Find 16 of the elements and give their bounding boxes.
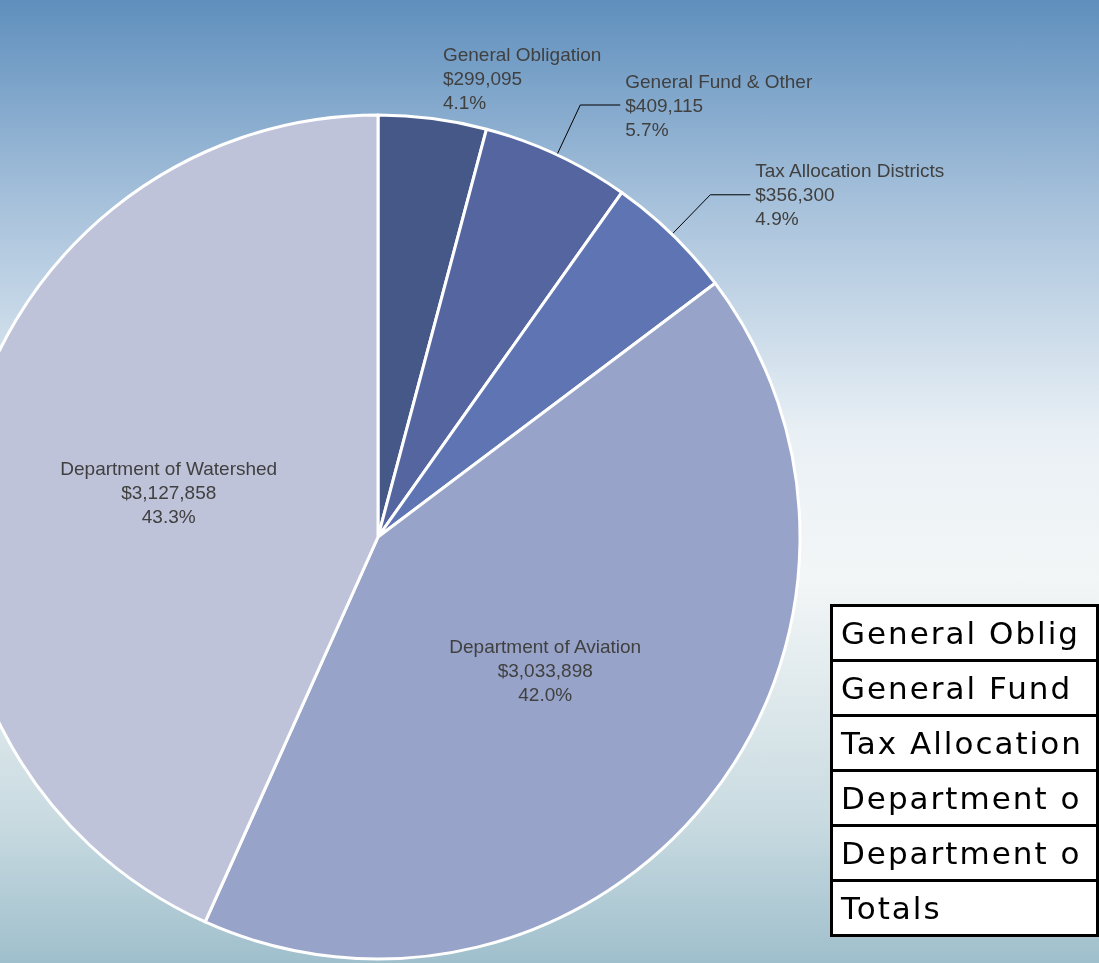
- text: Totals: [831, 880, 1098, 936]
- slice-label: Department of Aviation: [449, 636, 642, 658]
- data-label: $3,127,858 43.3%: [121, 481, 217, 527]
- data-label: $3,033,898 42.0%: [497, 660, 593, 706]
- data-label: $299,095 4.1%: [442, 68, 523, 114]
- slice-label: General Obligation: [442, 44, 602, 66]
- slice-label: Tax Allocation Districts: [755, 160, 945, 182]
- data-label: $356,300 4.9%: [755, 184, 835, 230]
- text: Department o: [831, 770, 1098, 826]
- slice-label: General Fund & Other: [625, 70, 813, 92]
- text: Tax Allocation: [831, 715, 1098, 771]
- text: Department o: [831, 825, 1098, 881]
- data-label: $409,115 5.7%: [625, 94, 704, 140]
- slice-label: Department of Watershed: [60, 457, 278, 479]
- text: General Oblig: [831, 605, 1098, 661]
- text: General Fund: [831, 660, 1098, 716]
